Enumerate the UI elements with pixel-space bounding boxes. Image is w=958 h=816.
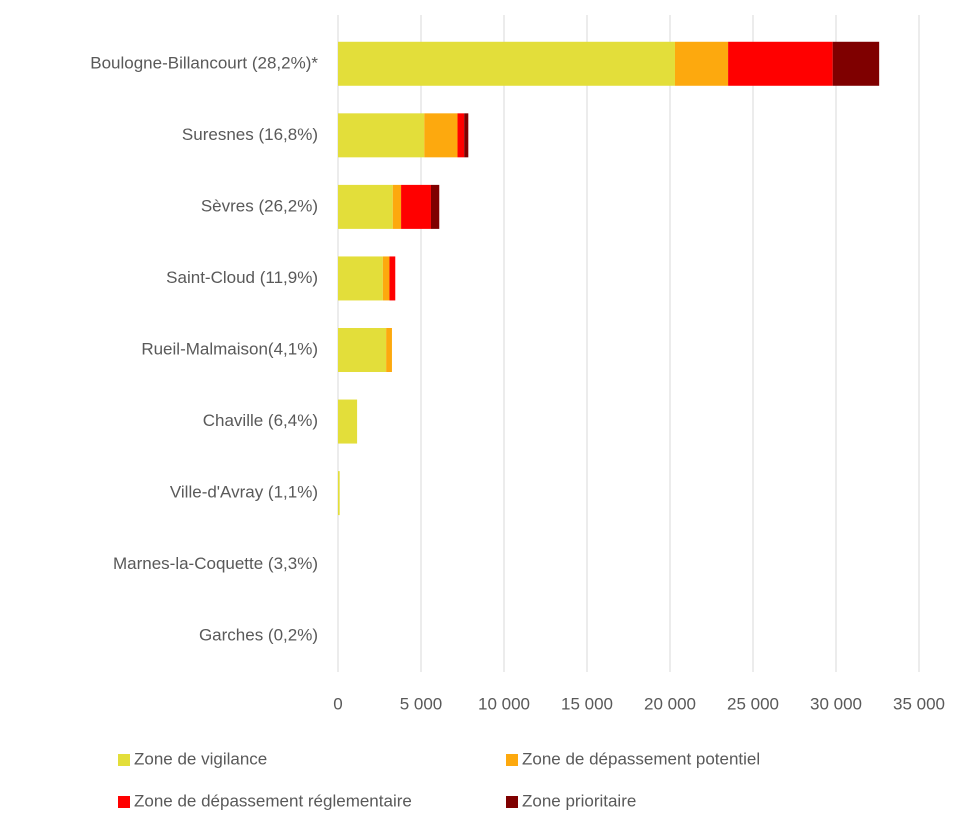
legend-label: Zone de dépassement réglementaire <box>134 791 412 810</box>
legend-swatch <box>118 754 130 766</box>
legend-label: Zone de dépassement potentiel <box>522 749 760 768</box>
x-tick-label: 20 000 <box>644 694 696 713</box>
bar-segment <box>457 113 465 158</box>
x-tick-label: 35 000 <box>893 694 945 713</box>
bar-segment <box>338 256 383 301</box>
x-tick-label: 30 000 <box>810 694 862 713</box>
y-tick-label: Saint-Cloud (11,9%) <box>166 268 318 287</box>
legend-swatch <box>506 796 518 808</box>
legend-swatch <box>118 796 130 808</box>
bar-segment <box>674 41 729 86</box>
y-tick-label: Suresnes (16,8%) <box>182 125 318 144</box>
bar-segment <box>338 328 387 372</box>
x-tick-label: 10 000 <box>478 694 530 713</box>
bar-segment <box>401 184 431 229</box>
y-tick-label: Garches (0,2%) <box>199 626 318 645</box>
x-tick-label: 25 000 <box>727 694 779 713</box>
bar-segment <box>338 471 340 516</box>
x-tick-label: 15 000 <box>561 694 613 713</box>
x-tick-label: 5 000 <box>400 694 443 713</box>
bar-segment <box>728 41 833 86</box>
y-tick-label: Marnes-la-Coquette (3,3%) <box>113 554 318 573</box>
bar-segment <box>338 41 675 86</box>
legend-swatch <box>506 754 518 766</box>
bar-segment <box>338 399 358 444</box>
bar-segment <box>424 113 458 158</box>
bar-segment <box>386 328 392 372</box>
bar-segment <box>832 41 880 86</box>
bar-segment <box>464 113 469 158</box>
y-tick-label: Rueil-Malmaison(4,1%) <box>141 339 318 358</box>
bar-segment <box>338 113 425 158</box>
bar-segment <box>338 184 393 229</box>
legend-label: Zone prioritaire <box>522 791 636 810</box>
bar-segment <box>392 184 402 229</box>
x-tick-label: 0 <box>333 694 342 713</box>
y-tick-label: Ville-d'Avray (1,1%) <box>170 483 318 502</box>
y-tick-label: Boulogne-Billancourt (28,2%)* <box>90 53 318 72</box>
bar-segment <box>382 256 390 301</box>
y-tick-label: Sèvres (26,2%) <box>201 196 318 215</box>
y-tick-label: Chaville (6,4%) <box>203 411 318 430</box>
bar-segment <box>389 256 396 301</box>
legend-label: Zone de vigilance <box>134 749 267 768</box>
bar-segment <box>430 184 440 229</box>
